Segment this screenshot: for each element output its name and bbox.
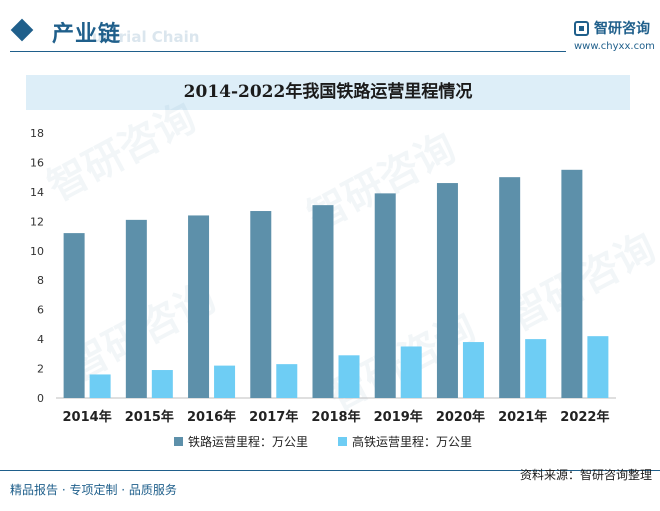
- bar-railway: [313, 205, 334, 398]
- y-tick-label: 6: [37, 304, 44, 317]
- y-tick-label: 0: [37, 392, 44, 405]
- y-tick-label: 12: [30, 215, 44, 228]
- legend-swatch: [338, 437, 347, 446]
- x-tick-label: 2015年: [125, 409, 174, 425]
- bar-high-speed-rail: [587, 336, 608, 398]
- x-tick-label: 2014年: [63, 409, 112, 425]
- y-tick-label: 8: [37, 274, 44, 287]
- bar-railway: [188, 215, 209, 398]
- bar-chart: 0 2 4 6 8 10 12 14 16 18 2014年 2015年 2016年 2017年 2018年…: [0, 0, 660, 470]
- data-source: 资料来源：智研咨询整理: [520, 466, 652, 483]
- bar-railway: [437, 183, 458, 398]
- bar-high-speed-rail: [276, 364, 297, 398]
- y-tick-label: 10: [30, 245, 44, 258]
- bar-high-speed-rail: [463, 342, 484, 398]
- bar-high-speed-rail: [339, 355, 360, 398]
- x-tick-label: 2016年: [187, 409, 236, 425]
- bar-high-speed-rail: [525, 339, 546, 398]
- bar-railway: [375, 193, 396, 398]
- y-tick-label: 14: [30, 186, 44, 199]
- bar-railway: [250, 211, 271, 398]
- x-tick-label: 2017年: [249, 409, 298, 425]
- legend-label: 高铁运营里程：万公里: [352, 434, 472, 449]
- bar-high-speed-rail: [152, 370, 173, 398]
- y-tick-label: 18: [30, 127, 44, 140]
- y-tick-label: 4: [37, 333, 44, 346]
- legend-swatch: [174, 437, 183, 446]
- x-tick-label: 2020年: [436, 409, 485, 425]
- legend-label: 铁路运营里程：万公里: [188, 434, 308, 449]
- bar-high-speed-rail: [90, 374, 111, 398]
- x-tick-label: 2018年: [311, 409, 360, 425]
- x-tick-label: 2022年: [560, 409, 609, 425]
- bar-railway: [499, 177, 520, 398]
- bar-high-speed-rail: [401, 346, 422, 398]
- bar-high-speed-rail: [214, 366, 235, 398]
- y-tick-label: 16: [30, 156, 44, 169]
- bar-railway: [64, 233, 85, 398]
- bar-railway: [126, 220, 147, 398]
- y-tick-label: 2: [37, 363, 44, 376]
- bar-railway: [561, 170, 582, 398]
- x-tick-label: 2021年: [498, 409, 547, 425]
- footer-tagline: 精品报告 · 专项定制 · 品质服务: [10, 481, 177, 498]
- x-tick-label: 2019年: [374, 409, 423, 425]
